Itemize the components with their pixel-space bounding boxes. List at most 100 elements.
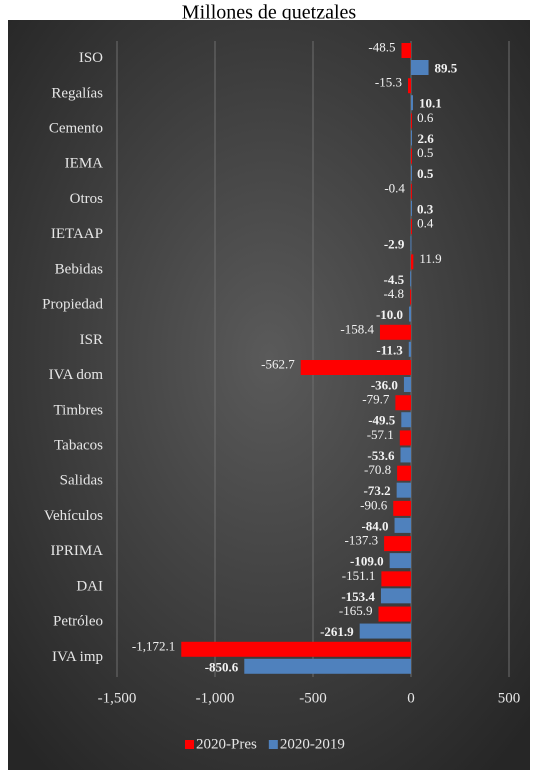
y-tick-label: DAI [76,578,103,594]
bar [378,606,411,622]
bar [411,113,412,129]
data-label: -137.3 [344,533,378,548]
bar [400,447,411,463]
legend-swatch [185,740,194,749]
bar [181,641,411,657]
y-tick-label: Regalías [51,85,103,101]
y-tick-label: IVA dom [49,367,104,383]
bar [411,200,412,216]
data-label: -15.3 [375,75,402,90]
data-label: -11.3 [376,342,403,357]
data-label: -57.1 [367,427,394,442]
data-label: -79.7 [362,392,390,407]
data-label: -36.0 [371,377,398,392]
bar [411,219,412,235]
y-tick-label: Tabacos [54,437,103,453]
bar [397,465,411,481]
data-label: -158.4 [340,321,374,336]
y-tick-label: ISO [79,50,103,66]
y-tick-label: Otros [70,191,103,207]
data-label: -48.5 [368,39,395,54]
data-label: 0.3 [417,201,434,216]
bar [411,254,414,270]
data-label: -70.8 [364,462,391,477]
data-label: 0.5 [417,145,433,160]
data-label: -850.6 [205,659,239,674]
data-label: -151.1 [342,568,376,583]
y-tick-label: Timbres [54,402,104,418]
bar [394,517,411,533]
data-label: -2.9 [384,237,405,252]
data-label: 11.9 [419,251,441,266]
legend-label: 2020-2019 [280,736,345,752]
y-tick-label: Vehículos [44,508,103,524]
bar [300,360,411,375]
bar [381,571,411,587]
bar [389,553,411,569]
y-tick-label: IVA imp [52,649,103,665]
bar [410,289,412,305]
bar [384,536,411,552]
data-label: -0.4 [384,180,405,195]
bar [403,377,411,392]
bar [379,324,411,340]
data-label: 0.6 [417,110,434,125]
y-tick-label: ISR [80,332,103,348]
bar [393,500,411,516]
y-tick-label: IEMA [65,156,103,172]
bar [409,306,411,322]
bar [244,658,411,674]
bar [359,623,411,639]
chart-title: Millones de quetzales [182,2,357,24]
data-label: 89.5 [435,60,458,75]
data-label: -53.6 [367,448,395,463]
bar [410,183,412,199]
x-tick-label: -1,000 [196,690,235,706]
bar [399,430,411,446]
y-tick-label: IPRIMA [50,543,103,559]
data-label: -10.0 [376,307,403,322]
legend-label: 2020-Pres [196,736,257,752]
bar [411,165,412,181]
data-label: -4.5 [384,272,405,287]
data-label: -261.9 [320,624,354,639]
bar [396,482,411,498]
bar [408,341,411,357]
y-tick-label: IETAAP [51,226,103,242]
data-label: -1,172.1 [132,638,175,653]
y-tick-label: Petróleo [53,614,103,630]
bar [411,95,413,111]
data-label: -49.5 [368,413,396,428]
data-label: -562.7 [261,356,295,371]
x-tick-label: -500 [299,690,327,706]
data-label: -4.8 [383,286,404,301]
x-tick-label: 0 [407,690,415,706]
x-tick-label: -1,500 [98,690,137,706]
data-label: -165.9 [339,603,373,618]
data-label: 10.1 [419,96,442,111]
bar [401,412,411,428]
data-label: -153.4 [341,589,375,604]
bar [380,588,411,604]
y-tick-label: Propiedad [42,297,103,313]
bar [408,78,411,94]
data-label: 0.5 [417,166,434,181]
bar [401,43,411,58]
bar [395,395,411,411]
x-tick-label: 500 [498,690,521,706]
data-label: 2.6 [418,131,435,146]
data-label: -84.0 [361,518,388,533]
bar [411,60,429,75]
data-label: -109.0 [350,554,384,569]
bar [411,130,412,146]
y-tick-label: Cemento [49,120,103,136]
bar [411,148,412,164]
y-tick-label: Bebidas [55,261,103,277]
data-label: -73.2 [364,483,391,498]
data-label: 0.4 [417,216,434,231]
y-tick-label: Salidas [60,473,103,489]
bar [410,271,412,287]
data-label: -90.6 [360,497,388,512]
bar [410,236,412,252]
